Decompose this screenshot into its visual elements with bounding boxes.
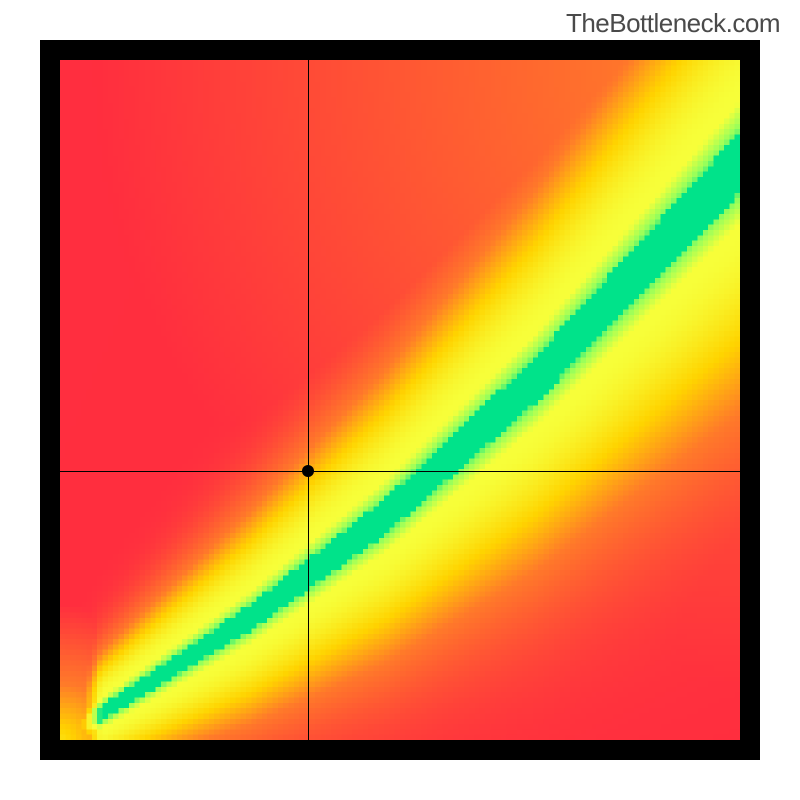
chart-frame xyxy=(40,40,760,760)
crosshair-horizontal xyxy=(60,471,740,472)
watermark-label: TheBottleneck.com xyxy=(566,8,780,39)
crosshair-point xyxy=(302,465,314,477)
heatmap-canvas xyxy=(60,60,740,740)
heatmap-plot xyxy=(60,60,740,740)
crosshair-vertical xyxy=(308,60,309,740)
